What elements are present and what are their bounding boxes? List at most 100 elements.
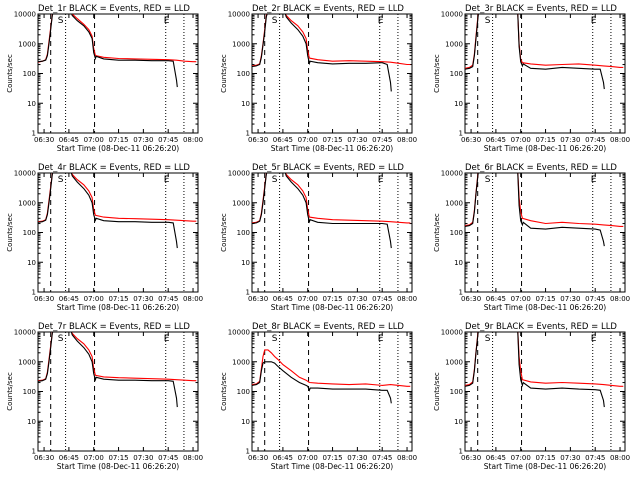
y-tick-label: 10000	[14, 329, 36, 337]
y-tick-label: 1000	[232, 358, 250, 366]
x-tick-label: 07:30	[133, 454, 153, 462]
x-tick-label: 07:45	[158, 136, 178, 144]
x-tick-label: 06:30	[461, 295, 481, 303]
flag-e: E	[591, 334, 597, 344]
x-tick-label: 08:00	[610, 136, 630, 144]
panel-det-7: Det_7r BLACK = Events, RED = LLD 06:30 06:…	[6, 322, 203, 471]
x-tick-label: 07:00	[511, 295, 531, 303]
y-tick-label: 10	[454, 259, 463, 267]
y-axis-label: Counts/sec	[220, 213, 228, 252]
y-tick-label: 10000	[441, 11, 463, 19]
flag-s: S	[272, 334, 278, 344]
series-line-lld-1	[252, 349, 411, 387]
y-tick-label: 1000	[445, 40, 463, 48]
x-axis-label: Start Time (08-Dec-11 06:26:20)	[484, 144, 606, 153]
x-axis-label: Start Time (08-Dec-11 06:26:20)	[57, 303, 179, 312]
series-line-events-0	[38, 14, 178, 88]
y-tick-label: 1	[459, 130, 463, 138]
x-axis-label: Start Time (08-Dec-11 06:26:20)	[271, 462, 393, 471]
x-tick-label: 08:00	[183, 454, 203, 462]
y-tick-label: 100	[237, 70, 250, 78]
x-tick-label: 06:45	[486, 136, 506, 144]
flag-e: E	[164, 334, 170, 344]
panel-det-4: Det_4r BLACK = Events, RED = LLD 06:30 06:…	[6, 163, 203, 312]
y-tick-label: 10	[27, 418, 36, 426]
x-tick-label: 07:00	[511, 454, 531, 462]
y-tick-label: 10000	[14, 11, 36, 19]
y-axis-label: Counts/sec	[6, 213, 14, 252]
panel-det-6: Det_6r BLACK = Events, RED = LLD 06:30 06:…	[433, 163, 630, 312]
y-tick-label: 10000	[228, 170, 250, 178]
x-tick-label: 07:15	[322, 136, 342, 144]
flag-s: S	[272, 16, 278, 26]
series-line-events-0	[38, 173, 178, 249]
x-tick-label: 07:30	[560, 136, 580, 144]
plot-frame	[251, 172, 413, 293]
x-tick-label: 06:30	[34, 136, 54, 144]
x-tick-label: 06:45	[59, 136, 79, 144]
chart-title: Det_5r BLACK = Events, RED = LLD	[252, 163, 404, 173]
x-tick-label: 06:30	[248, 454, 268, 462]
y-tick-label: 1000	[445, 358, 463, 366]
x-tick-label: 07:45	[585, 454, 605, 462]
y-tick-label: 100	[237, 388, 250, 396]
series-line-events-0	[465, 14, 605, 90]
x-tick-label: 08:00	[610, 454, 630, 462]
x-tick-label: 06:30	[248, 136, 268, 144]
flag-s: S	[485, 175, 491, 185]
series-line-events-0	[252, 14, 392, 92]
x-tick-label: 07:15	[322, 454, 342, 462]
flag-e: E	[164, 175, 170, 185]
series-line-events-0	[38, 332, 178, 408]
x-tick-label: 06:30	[248, 295, 268, 303]
x-tick-label: 06:45	[486, 454, 506, 462]
x-tick-label: 07:30	[347, 454, 367, 462]
y-tick-label: 1000	[18, 40, 36, 48]
x-tick-label: 07:00	[84, 136, 104, 144]
chart-title: Det_8r BLACK = Events, RED = LLD	[252, 322, 404, 332]
y-tick-label: 1000	[18, 199, 36, 207]
x-tick-label: 06:30	[461, 454, 481, 462]
x-tick-label: 06:30	[461, 136, 481, 144]
y-axis-label: Counts/sec	[433, 54, 441, 93]
x-tick-label: 07:15	[108, 454, 128, 462]
y-tick-label: 1	[246, 448, 250, 456]
y-tick-label: 10	[27, 259, 36, 267]
x-axis-label: Start Time (08-Dec-11 06:26:20)	[271, 303, 393, 312]
x-tick-label: 07:45	[372, 136, 392, 144]
y-axis-label: Counts/sec	[220, 54, 228, 93]
flag-s: S	[272, 175, 278, 185]
x-tick-label: 08:00	[397, 454, 417, 462]
chart-title: Det_6r BLACK = Events, RED = LLD	[465, 163, 617, 173]
panel-det-9: Det_9r BLACK = Events, RED = LLD 06:30 06:…	[433, 322, 630, 471]
chart-title: Det_9r BLACK = Events, RED = LLD	[465, 322, 617, 332]
x-tick-label: 07:30	[347, 295, 367, 303]
x-tick-label: 06:45	[273, 295, 293, 303]
x-tick-label: 07:45	[585, 295, 605, 303]
y-tick-label: 100	[237, 229, 250, 237]
x-tick-label: 06:45	[59, 295, 79, 303]
y-tick-label: 1000	[232, 40, 250, 48]
y-tick-label: 10000	[441, 329, 463, 337]
y-tick-label: 1	[246, 130, 250, 138]
y-tick-label: 100	[23, 229, 36, 237]
x-tick-label: 07:30	[133, 295, 153, 303]
x-tick-label: 07:15	[108, 136, 128, 144]
panel-det-5: Det_5r BLACK = Events, RED = LLD 06:30 06:…	[220, 163, 417, 312]
y-tick-label: 10000	[14, 170, 36, 178]
flag-s: S	[485, 334, 491, 344]
y-axis-label: Counts/sec	[6, 372, 14, 411]
y-axis-label: Counts/sec	[220, 372, 228, 411]
chart-title: Det_7r BLACK = Events, RED = LLD	[38, 322, 190, 332]
chart-title: Det_1r BLACK = Events, RED = LLD	[38, 4, 190, 14]
flag-e: E	[378, 16, 384, 26]
y-tick-label: 10	[454, 418, 463, 426]
y-tick-label: 10	[27, 100, 36, 108]
x-tick-label: 07:45	[158, 454, 178, 462]
x-tick-label: 07:15	[108, 295, 128, 303]
chart-title: Det_3r BLACK = Events, RED = LLD	[465, 4, 617, 14]
x-tick-label: 07:00	[511, 136, 531, 144]
y-tick-label: 100	[450, 388, 463, 396]
x-tick-label: 08:00	[183, 295, 203, 303]
x-tick-label: 06:45	[59, 454, 79, 462]
